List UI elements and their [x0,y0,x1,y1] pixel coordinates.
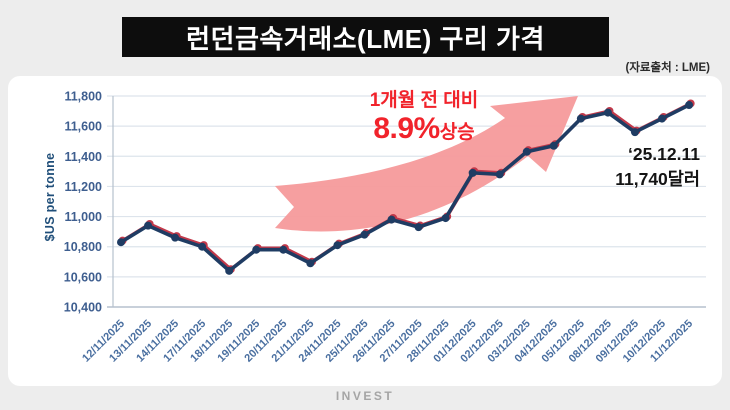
latest-price-annotation: ‘25.12.11 11,740달러 [615,142,700,193]
svg-text:11,400: 11,400 [64,150,102,164]
data-source-note: (자료출처 : LME) [625,62,710,74]
svg-text:11,000: 11,000 [64,210,102,224]
svg-text:10,600: 10,600 [64,270,102,284]
page-title-text: 런던금속거래소(LME) 구리 가격 [186,23,545,54]
copper-price-line-chart: 11,800 11,600 11,400 11,200 11,000 10,800 10,6… [64,90,706,365]
svg-text:11,600: 11,600 [64,120,102,134]
change-annotation-label: 1개월 전 대비 [369,90,479,111]
chart-card: 11,800 11,600 11,400 11,200 11,000 10,800 10,6… [8,76,722,386]
svg-text:10,400: 10,400 [64,301,102,315]
change-percent: 8.9% [373,111,440,145]
svg-text:11,200: 11,200 [64,180,102,194]
brand-watermark: INVEST [335,389,395,403]
svg-text:10,800: 10,800 [64,240,102,254]
page-title: 런던금속거래소(LME) 구리 가격 [122,17,609,57]
latest-date: ‘25.12.11 [627,144,700,164]
change-annotation-value: 8.9%상승 [346,112,502,145]
y-axis-label: $US per tonne [43,152,57,242]
change-suffix: 상승 [439,121,475,143]
latest-price: 11,740달러 [615,169,700,190]
change-annotation: 1개월 전 대비 8.9%상승 [346,90,502,145]
svg-text:11,800: 11,800 [64,90,102,104]
